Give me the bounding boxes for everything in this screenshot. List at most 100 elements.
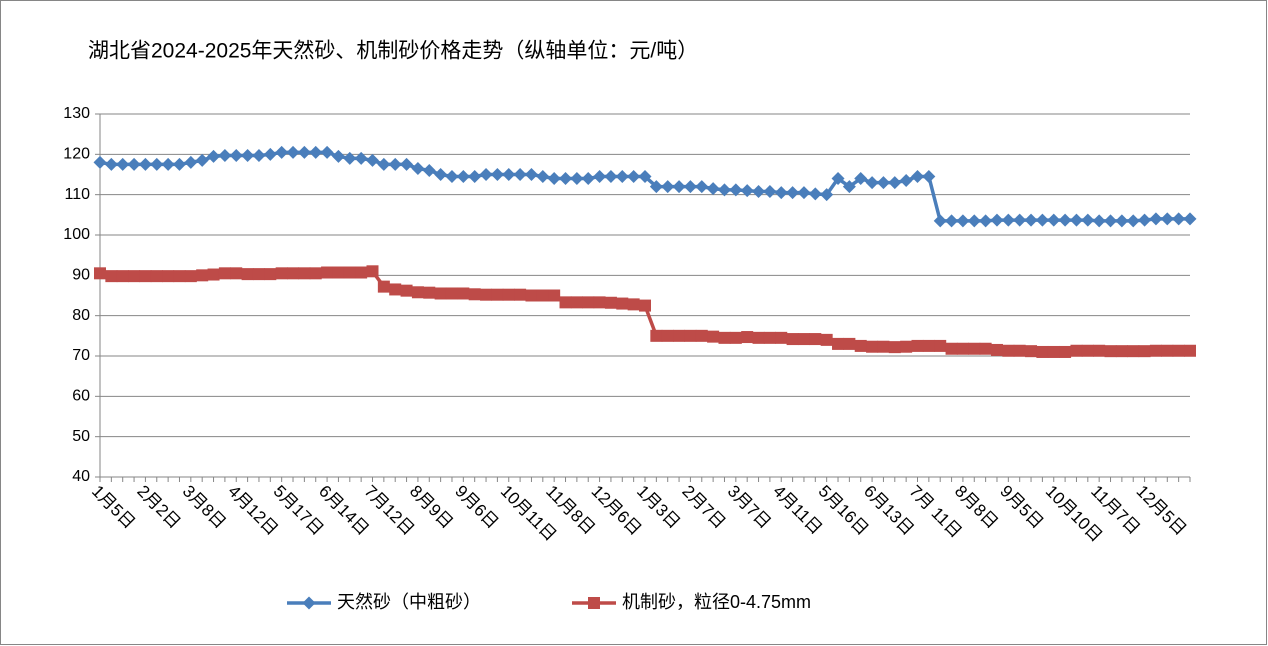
marker	[1002, 344, 1015, 357]
marker	[411, 286, 424, 299]
marker	[1160, 212, 1174, 226]
marker	[843, 337, 856, 350]
marker	[150, 270, 163, 283]
marker	[866, 340, 879, 353]
marker	[706, 182, 720, 196]
marker	[1104, 345, 1117, 358]
marker	[752, 331, 765, 344]
marker	[1172, 212, 1186, 226]
marker	[321, 266, 334, 279]
marker	[1092, 214, 1106, 228]
marker	[695, 329, 708, 342]
marker	[184, 270, 197, 283]
marker	[695, 180, 709, 194]
marker	[582, 296, 595, 309]
chart-title: 湖北省2024-2025年天然砂、机制砂价格走势（纵轴单位：元/吨）	[88, 40, 698, 63]
marker	[1069, 213, 1083, 227]
marker	[229, 149, 243, 163]
marker	[343, 151, 357, 165]
marker	[536, 170, 550, 184]
marker	[230, 267, 243, 280]
marker	[990, 343, 1003, 356]
marker	[990, 213, 1004, 227]
marker	[275, 267, 288, 280]
marker	[302, 596, 316, 610]
marker	[480, 288, 493, 301]
marker	[275, 145, 289, 159]
marker	[490, 168, 504, 181]
y-tick-label: 80	[72, 307, 90, 324]
marker	[899, 174, 913, 188]
marker	[763, 331, 776, 344]
marker	[979, 214, 993, 228]
marker	[661, 329, 674, 342]
marker	[139, 270, 152, 283]
marker	[1184, 344, 1196, 357]
marker	[740, 184, 754, 198]
marker	[831, 172, 845, 186]
marker	[615, 170, 629, 184]
marker	[116, 157, 130, 171]
marker	[1047, 345, 1060, 358]
marker	[559, 296, 572, 309]
marker	[105, 270, 118, 283]
y-tick-label: 110	[64, 186, 90, 203]
marker	[1036, 345, 1049, 358]
y-tick-label: 100	[63, 226, 90, 243]
y-tick-label: 130	[63, 105, 90, 122]
marker	[93, 155, 107, 169]
marker	[524, 168, 538, 181]
marker	[673, 329, 686, 342]
marker	[1047, 213, 1061, 227]
marker	[309, 267, 322, 280]
marker	[195, 153, 209, 167]
marker	[184, 155, 198, 169]
marker	[116, 270, 129, 283]
legend-label: 天然砂（中粗砂）	[337, 592, 481, 612]
marker	[127, 157, 141, 171]
marker	[479, 168, 493, 181]
marker	[207, 149, 221, 163]
marker	[968, 342, 981, 355]
marker	[672, 180, 686, 194]
marker	[900, 340, 913, 353]
marker	[729, 331, 742, 344]
marker	[945, 214, 959, 228]
marker	[422, 163, 436, 177]
marker	[241, 268, 254, 281]
marker	[1081, 213, 1095, 227]
marker	[400, 284, 413, 297]
marker	[741, 331, 754, 344]
marker	[1115, 345, 1128, 358]
marker	[707, 330, 720, 343]
marker	[331, 149, 345, 163]
marker	[786, 186, 800, 200]
marker	[774, 186, 788, 200]
marker	[854, 172, 868, 186]
marker	[1126, 214, 1140, 228]
marker	[161, 157, 175, 171]
marker	[548, 289, 561, 302]
marker	[456, 170, 470, 184]
marker	[1093, 344, 1106, 357]
marker	[94, 267, 106, 280]
marker	[934, 339, 947, 352]
marker	[1013, 344, 1026, 357]
marker	[241, 149, 255, 163]
marker	[877, 340, 890, 353]
marker	[763, 184, 777, 198]
marker	[468, 170, 482, 184]
marker	[604, 170, 618, 184]
marker	[298, 267, 311, 280]
marker	[616, 297, 629, 310]
marker	[1172, 344, 1185, 357]
marker	[1058, 213, 1072, 227]
marker	[343, 266, 356, 279]
marker	[286, 145, 300, 159]
marker	[457, 287, 470, 300]
marker	[661, 180, 675, 194]
marker	[854, 339, 867, 352]
marker	[1127, 345, 1140, 358]
